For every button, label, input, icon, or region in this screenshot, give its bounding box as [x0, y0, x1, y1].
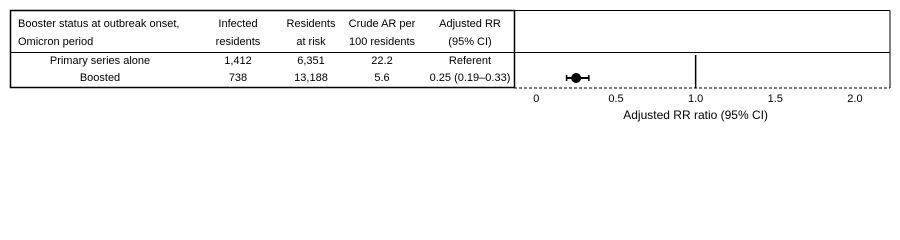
table-border	[9, 9, 516, 89]
figure: Booster status at outbreak onset, Omicron…	[9, 9, 891, 122]
table-cell: 13,188	[294, 72, 328, 84]
column-header: residents	[216, 36, 261, 48]
point-estimate	[571, 73, 582, 83]
table-cell: 5.6	[374, 72, 389, 84]
x-tick-label: 1.5	[768, 93, 783, 105]
table-cell: 22.2	[371, 55, 392, 67]
table-cell: Referent	[449, 55, 491, 67]
column-header: Omicron period	[18, 36, 93, 48]
x-tick-label: 2.0	[847, 93, 862, 105]
column-header: at risk	[296, 36, 326, 48]
table-cell: 6,351	[297, 55, 325, 67]
column-header: Infected	[218, 18, 257, 30]
table-cell: Primary series alone	[50, 55, 150, 67]
column-header: 100 residents	[349, 36, 416, 48]
table-cell: 1,412	[224, 55, 252, 67]
column-header: Booster status at outbreak onset,	[18, 18, 179, 30]
x-tick-label: 1.0	[688, 93, 703, 105]
table-cell: 738	[229, 72, 247, 84]
x-tick-label: 0	[533, 93, 539, 105]
table-cell: Boosted	[80, 72, 120, 84]
column-header: Adjusted RR	[439, 18, 501, 30]
column-header: Residents	[287, 18, 336, 30]
x-axis-label: Adjusted RR ratio (95% CI)	[623, 108, 768, 122]
table-cell: 0.25 (0.19–0.33)	[430, 72, 511, 84]
column-header: Crude AR per	[349, 18, 416, 30]
column-header: (95% CI)	[448, 36, 491, 48]
x-tick-label: 0.5	[608, 93, 623, 105]
